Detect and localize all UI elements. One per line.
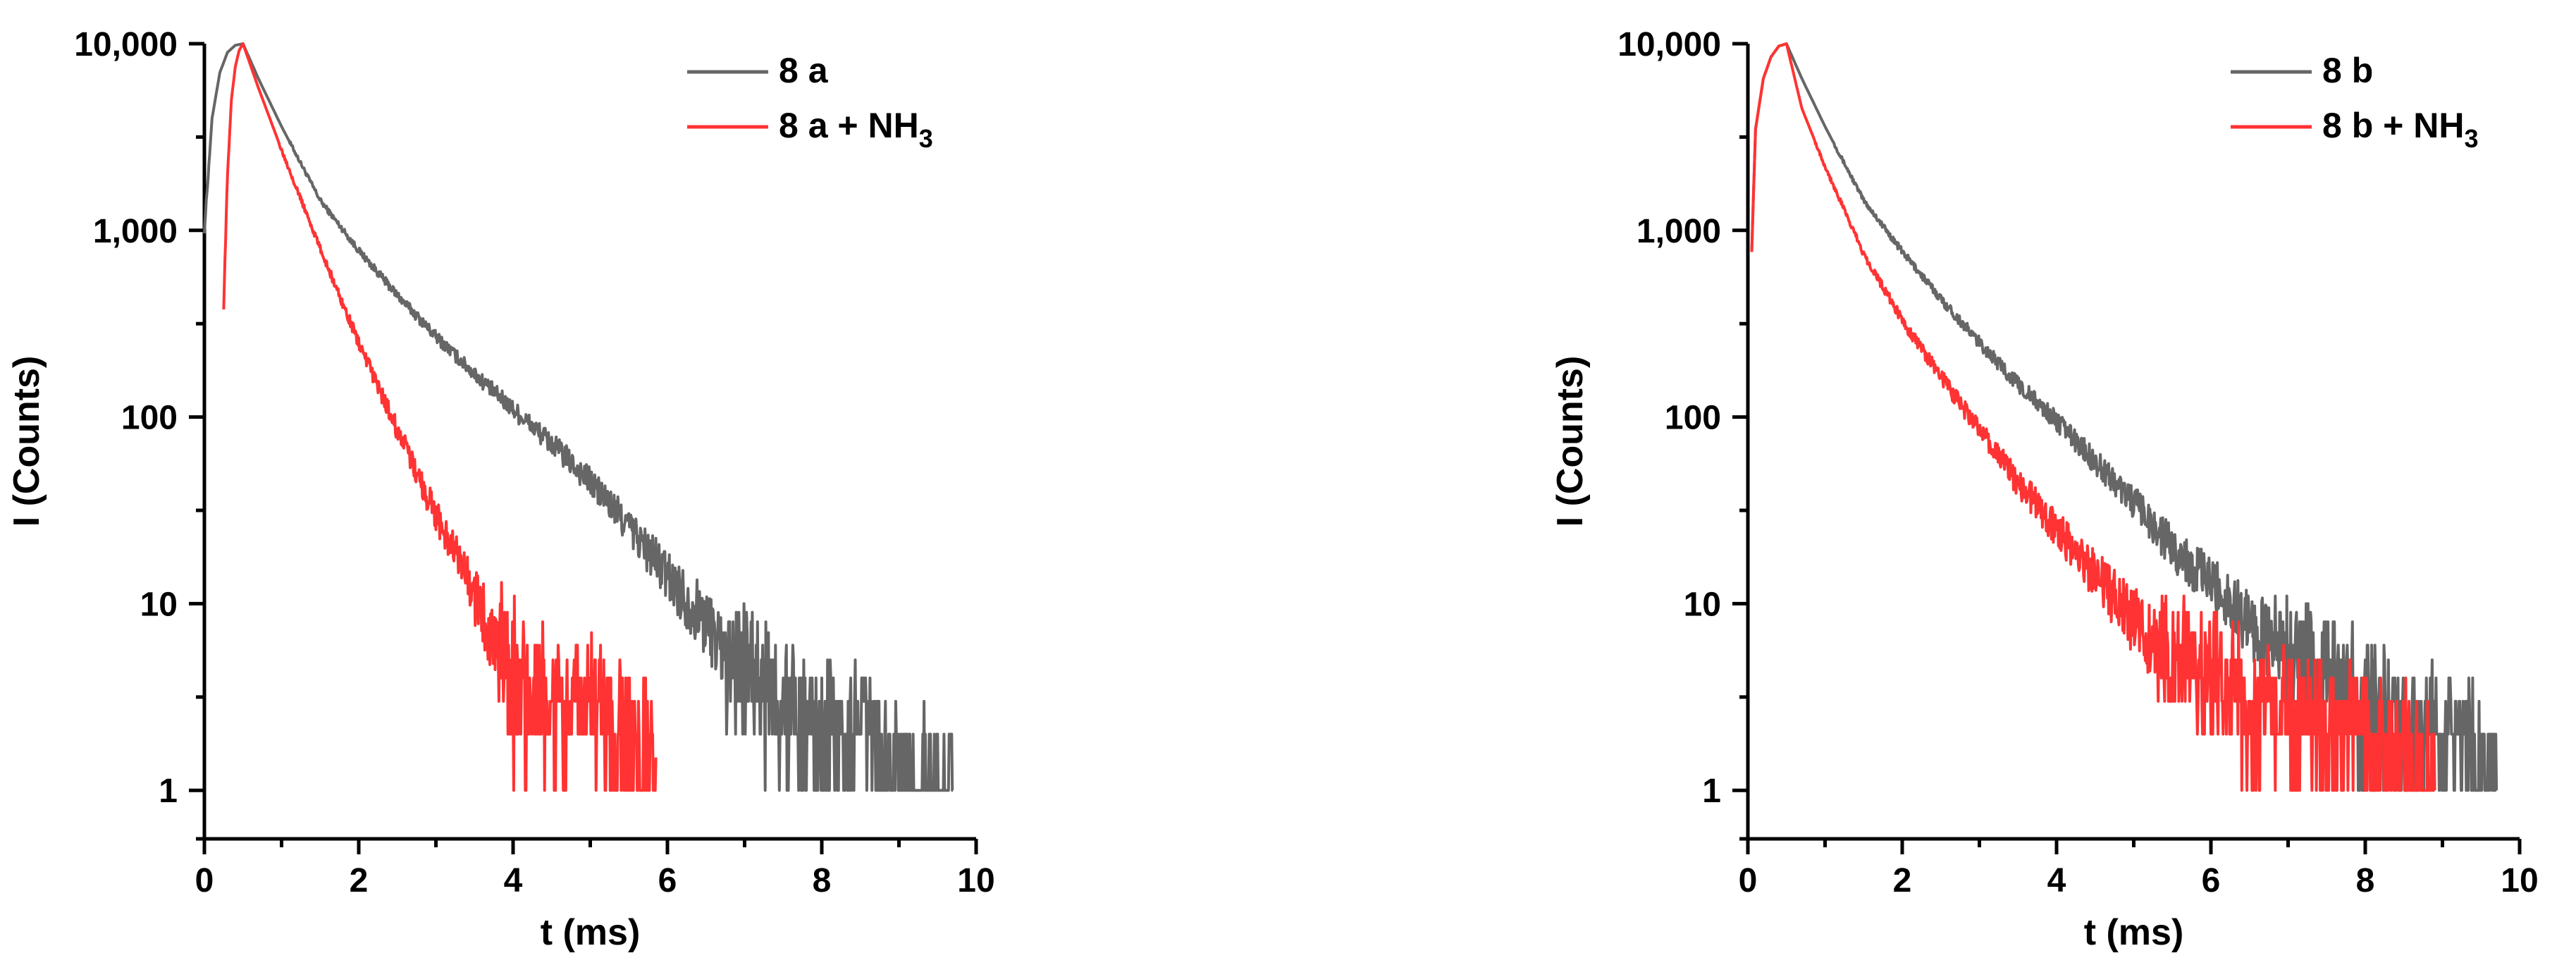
- y-tick-label: 1: [1702, 773, 1721, 810]
- x-tick-label: 10: [957, 862, 994, 899]
- legend-label: 8 b: [2322, 51, 2373, 90]
- legend-label: 8 a + NH3: [779, 106, 933, 153]
- series-line-1: [1750, 42, 2498, 792]
- chart-panel-1: 0 2 4 6 8 10 1 10 100 1,000 10,000 t (ms) I (Counts)…: [6, 26, 995, 953]
- x-tick-label: 4: [2047, 862, 2066, 899]
- chart-panel-2: 0 2 4 6 8 10 1 10 100 1,000 10,000 t (ms) I (Counts)…: [1550, 26, 2539, 953]
- x-tick-label: 6: [658, 862, 677, 899]
- legend-label: 8 b + NH3: [2322, 106, 2478, 153]
- y-tick-label: 1: [159, 773, 178, 810]
- series-line-2: [222, 42, 658, 792]
- x-axis-title: t (ms): [2084, 912, 2184, 953]
- x-tick-label: 4: [504, 862, 523, 899]
- x-tick-label: 2: [1893, 862, 1912, 899]
- y-tick-label: 10,000: [74, 26, 178, 63]
- y-axis-title: I (Counts): [6, 356, 47, 527]
- x-tick-label: 10: [2501, 862, 2538, 899]
- y-tick-label: 100: [1665, 400, 1721, 437]
- y-axis-title: I (Counts): [1550, 356, 1591, 527]
- y-tick-label: 100: [121, 400, 178, 437]
- x-tick-label: 0: [195, 862, 214, 899]
- y-tick-label: 1,000: [93, 213, 178, 250]
- y-tick-label: 1,000: [1637, 213, 1721, 250]
- x-tick-label: 6: [2202, 862, 2221, 899]
- y-tick-label: 10: [140, 586, 178, 623]
- y-tick-label: 10,000: [1617, 26, 1721, 63]
- x-tick-label: 8: [813, 862, 832, 899]
- y-tick-label: 10: [1684, 586, 1721, 623]
- x-tick-label: 2: [350, 862, 369, 899]
- series-line-1: [203, 42, 954, 792]
- series-line-2: [1750, 42, 2436, 792]
- x-axis-title: t (ms): [541, 912, 641, 953]
- x-tick-label: 8: [2356, 862, 2375, 899]
- legend-label: 8 a: [779, 51, 829, 90]
- x-tick-label: 0: [1739, 862, 1758, 899]
